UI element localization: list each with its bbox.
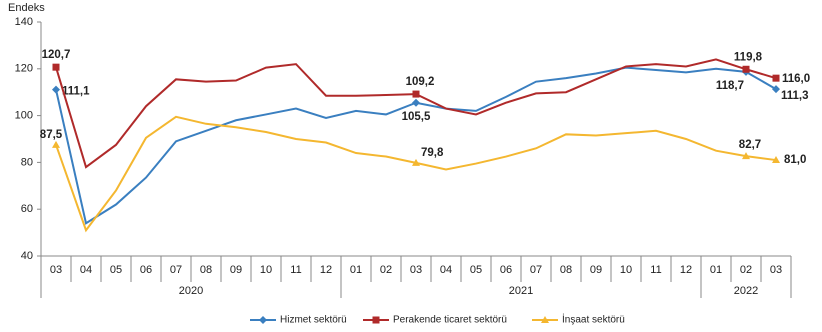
x-tick-label: 06 — [500, 264, 512, 276]
marker — [772, 156, 780, 164]
y-tick-label: 120 — [15, 63, 33, 75]
value-label: 116,0 — [782, 73, 810, 85]
marker — [412, 158, 420, 166]
y-tick-label: 60 — [21, 203, 33, 215]
x-tick-label: 06 — [140, 264, 152, 276]
x-group-label: 2020 — [179, 285, 203, 297]
value-label: 79,8 — [421, 147, 444, 159]
marker — [412, 98, 420, 107]
value-label: 111,1 — [62, 86, 90, 98]
marker — [52, 85, 60, 94]
x-tick-label: 02 — [740, 264, 752, 276]
x-tick-label: 12 — [680, 264, 692, 276]
value-label: 111,3 — [781, 90, 809, 102]
x-tick-label: 05 — [110, 264, 122, 276]
x-tick-label: 08 — [200, 264, 212, 276]
value-label: 87,5 — [40, 129, 63, 141]
value-label: 118,7 — [716, 80, 744, 92]
x-tick-label: 03 — [50, 264, 62, 276]
value-label: 82,7 — [739, 139, 761, 151]
marker — [772, 74, 780, 82]
marker — [742, 65, 750, 73]
x-tick-label: 11 — [290, 264, 301, 276]
x-tick-label: 09 — [230, 264, 242, 276]
marker — [412, 90, 420, 98]
x-tick-label: 04 — [440, 264, 452, 276]
y-axis-title: Endeks — [8, 2, 45, 14]
x-tick-label: 04 — [80, 264, 92, 276]
x-tick-label: 11 — [650, 264, 661, 276]
marker — [259, 316, 267, 324]
x-tick-label: 07 — [170, 264, 182, 276]
marker — [372, 316, 380, 324]
x-tick-label: 10 — [620, 264, 632, 276]
value-label: 81,0 — [784, 154, 806, 166]
x-tick-label: 01 — [710, 264, 722, 276]
marker — [541, 316, 549, 323]
legend-label: Hizmet sektörü — [280, 315, 347, 326]
y-tick-label: 40 — [21, 250, 33, 262]
x-tick-label: 03 — [770, 264, 782, 276]
x-tick-label: 02 — [380, 264, 392, 276]
value-label: 120,7 — [42, 49, 71, 61]
y-tick-label: 80 — [21, 156, 33, 168]
marker — [52, 63, 60, 71]
x-tick-label: 12 — [320, 264, 332, 276]
x-tick-label: 10 — [260, 264, 272, 276]
marker — [772, 85, 780, 94]
x-tick-label: 09 — [590, 264, 602, 276]
value-label: 109,2 — [406, 76, 435, 88]
series-line — [55, 115, 777, 233]
legend-label: İnşaat sektörü — [562, 313, 625, 326]
y-tick-label: 100 — [15, 110, 33, 122]
y-tick-label: 140 — [15, 16, 33, 28]
x-tick-label: 01 — [350, 264, 362, 276]
x-group-label: 2021 — [509, 285, 533, 297]
x-tick-label: 07 — [530, 264, 542, 276]
marker — [52, 140, 60, 148]
x-group-label: 2022 — [734, 285, 758, 297]
x-tick-label: 03 — [410, 264, 422, 276]
legend-label: Perakende ticaret sektörü — [393, 315, 507, 326]
x-tick-label: 05 — [470, 264, 482, 276]
marker — [742, 152, 750, 160]
value-label: 105,5 — [402, 111, 431, 123]
value-label: 119,8 — [734, 51, 763, 63]
x-tick-label: 08 — [560, 264, 572, 276]
